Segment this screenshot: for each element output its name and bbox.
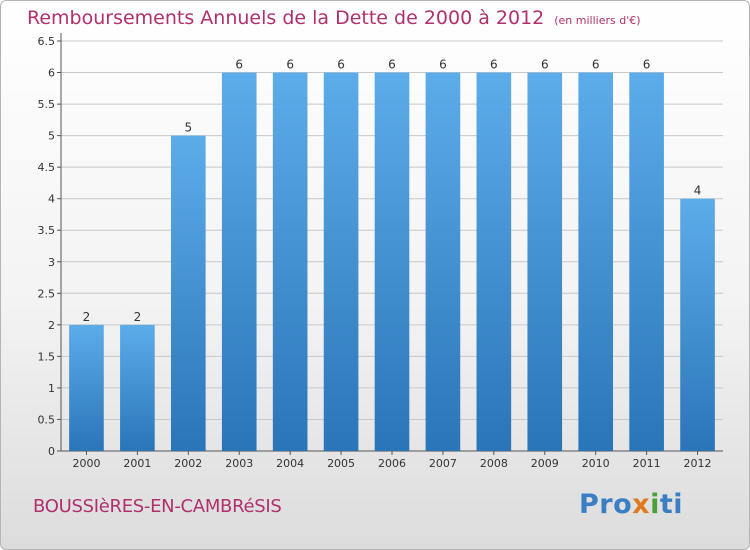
data-label-2006: 6 [388, 58, 396, 72]
bar-2006 [374, 72, 410, 452]
bar-2007 [425, 72, 461, 452]
x-tick-label-2006: 2006 [378, 457, 406, 470]
y-tick-label: 3.5 [38, 224, 56, 237]
data-label-2002: 5 [184, 121, 192, 135]
bar-2003 [221, 72, 257, 452]
y-tick-label: 0 [48, 445, 55, 458]
x-tick-label-2005: 2005 [327, 457, 355, 470]
x-tick-label-2003: 2003 [225, 457, 253, 470]
chart-title-text: Remboursements Annuels de la Dette de 20… [27, 7, 545, 29]
data-label-2003: 6 [235, 58, 243, 72]
bar-2002 [170, 135, 206, 451]
data-label-2007: 6 [439, 58, 447, 72]
y-tick-label: 2 [48, 319, 55, 332]
y-tick-label: 4.5 [38, 161, 56, 174]
bar-2001 [120, 324, 155, 451]
y-tick-label: 5 [48, 130, 55, 143]
proxiti-logo: Proxiti [579, 489, 684, 520]
data-label-2009: 6 [541, 58, 549, 72]
bar-2008 [476, 72, 512, 452]
data-label-2005: 6 [337, 58, 345, 72]
bar-2011 [629, 72, 664, 452]
data-label-2000: 2 [83, 310, 91, 324]
data-label-2011: 6 [643, 58, 651, 72]
x-tick-label-2007: 2007 [429, 457, 457, 470]
y-tick-label: 1 [48, 382, 55, 395]
y-tick-label: 3 [48, 256, 55, 269]
bar-2004 [272, 72, 308, 452]
bar-2009 [527, 72, 563, 452]
x-tick-label-2011: 2011 [633, 457, 661, 470]
commune-name: BOUSSIèRES-EN-CAMBRéSIS [33, 496, 282, 517]
chart-unit: (en milliers d'€) [554, 14, 641, 27]
data-label-2010: 6 [592, 58, 600, 72]
bars [69, 72, 715, 452]
labels: 0 0.5 1 1.5 2 2.5 3 3.5 4 4.5 5 5.5 6 6.5 2 2000 2 2001 5 2… [38, 35, 712, 470]
y-tick-label: 6 [48, 67, 55, 80]
y-tick-label: 2.5 [38, 287, 56, 300]
x-tick-label-2001: 2001 [123, 457, 151, 470]
y-tick-label: 6.5 [38, 35, 56, 48]
x-tick-label-2004: 2004 [276, 457, 304, 470]
bar-2005 [323, 72, 359, 452]
x-tick-label-2002: 2002 [174, 457, 202, 470]
bar-2010 [578, 72, 614, 452]
bar-2000 [69, 324, 104, 451]
y-tick-label: 4 [48, 193, 55, 206]
data-label-2004: 6 [286, 58, 294, 72]
y-tick-label: 5.5 [38, 98, 56, 111]
bar-2012 [680, 198, 715, 451]
y-tick-label: 1.5 [38, 350, 56, 363]
data-label-2008: 6 [490, 58, 498, 72]
x-tick-label-2010: 2010 [582, 457, 610, 470]
x-tick-label-2012: 2012 [684, 457, 712, 470]
x-tick-label-2000: 2000 [72, 457, 100, 470]
x-tick-label-2009: 2009 [531, 457, 559, 470]
data-label-2001: 2 [134, 310, 142, 324]
y-tick-label: 0.5 [38, 413, 56, 426]
chart-title: Remboursements Annuels de la Dette de 20… [27, 7, 641, 29]
x-tick-label-2008: 2008 [480, 457, 508, 470]
data-label-2012: 4 [694, 184, 702, 198]
